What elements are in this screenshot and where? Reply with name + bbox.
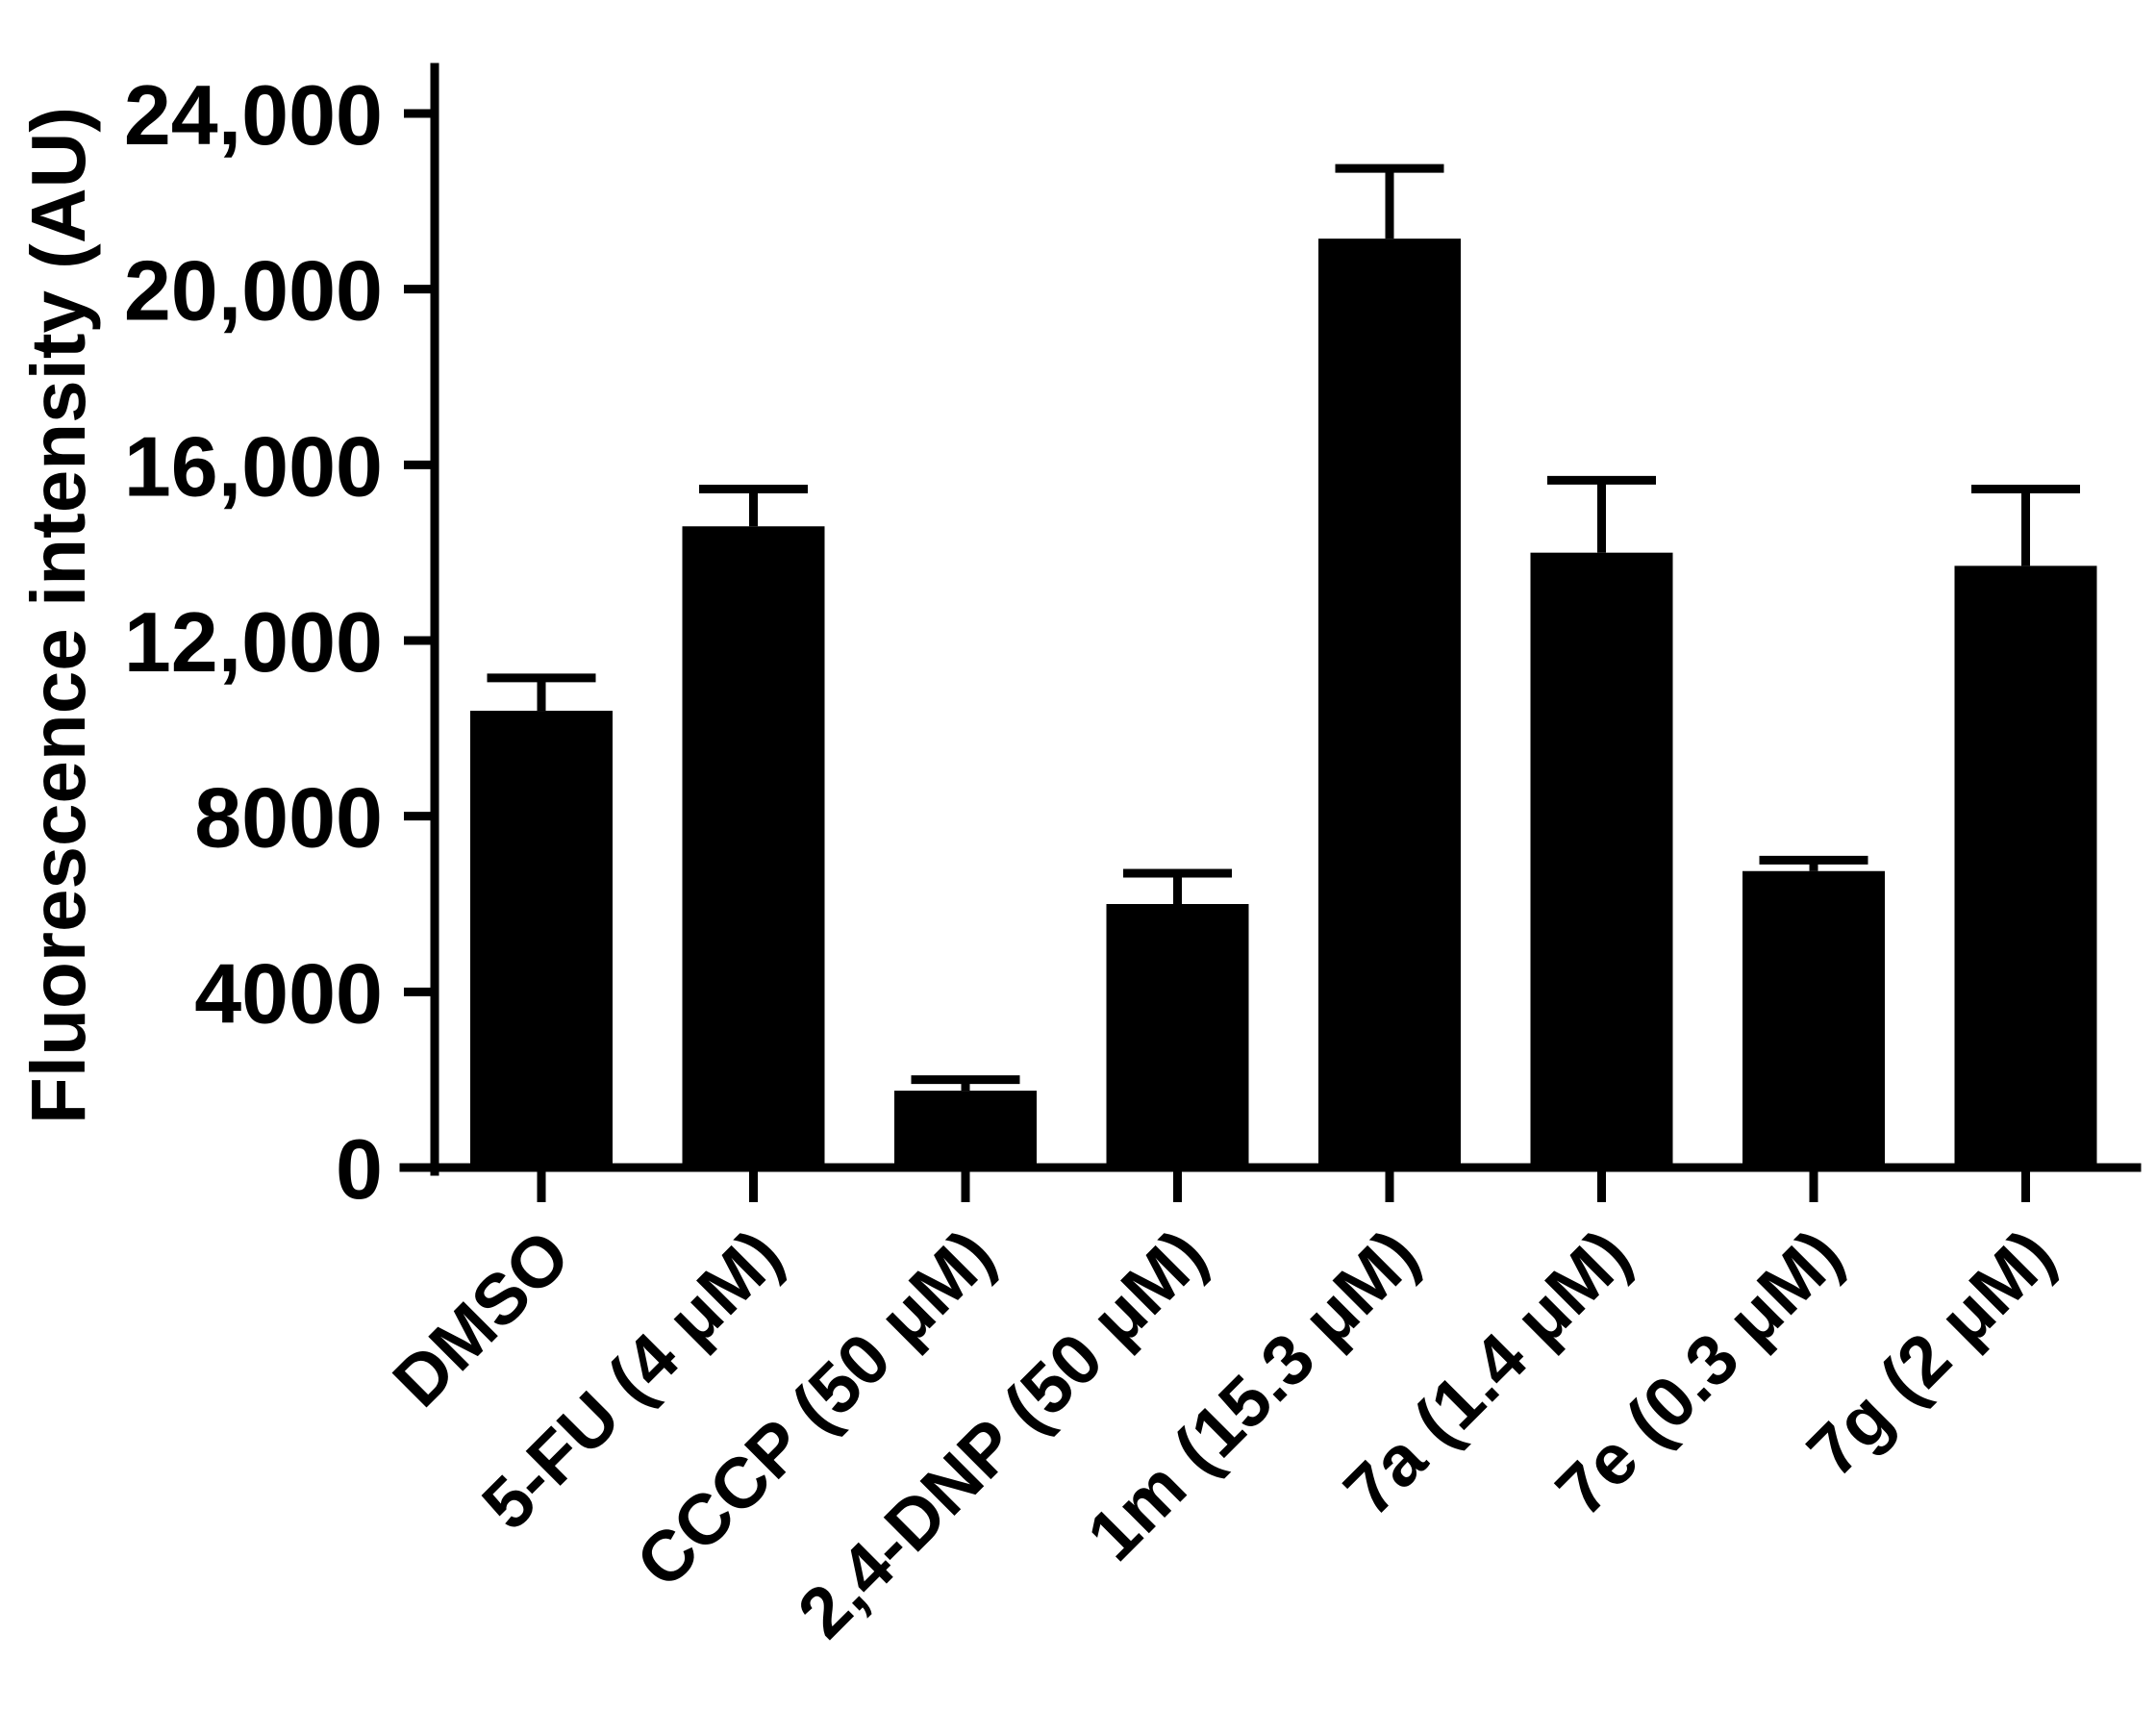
bar <box>1742 870 1885 1168</box>
bar <box>682 526 825 1168</box>
y-tick-label: 24,000 <box>124 67 383 163</box>
bar <box>1954 565 2097 1168</box>
bars <box>470 239 2097 1168</box>
y-tick-label: 8000 <box>194 770 383 866</box>
y-tick-label: 16,000 <box>124 418 383 514</box>
error-bars <box>487 163 2080 1092</box>
y-tick-label: 0 <box>336 1121 383 1217</box>
bar <box>470 711 613 1168</box>
y-tick-label: 4000 <box>194 945 383 1041</box>
y-tick-label: 20,000 <box>124 243 383 339</box>
bar <box>1530 552 1673 1168</box>
bar <box>1106 904 1249 1168</box>
bar <box>894 1091 1037 1168</box>
x-tick-label: 2,4-DNP (50 μM) <box>783 1215 1221 1653</box>
y-tick-label: 12,000 <box>124 594 383 690</box>
y-ticks: 0 4000 8000 12,000 16,000 20,000 24,000 <box>124 67 435 1217</box>
x-tick-label: DMSO <box>378 1215 586 1422</box>
bar <box>1318 239 1461 1168</box>
axes <box>399 63 2142 1176</box>
x-tick-label: CCCP (50 μM) <box>621 1215 1010 1603</box>
y-axis-label: Fluorescence intensity (AU) <box>15 107 101 1124</box>
